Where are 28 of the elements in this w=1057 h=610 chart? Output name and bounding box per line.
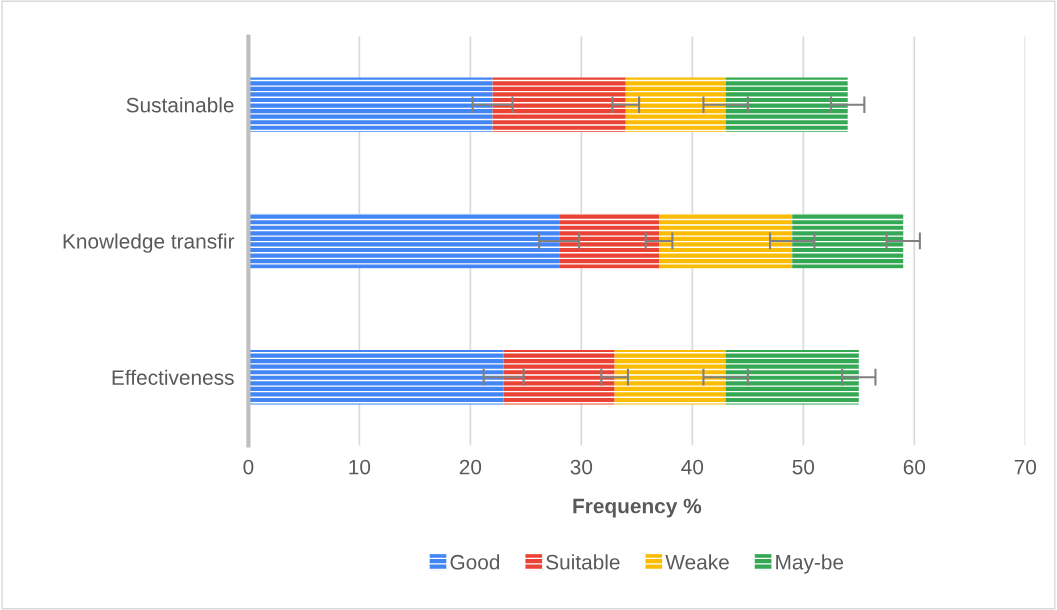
bar (492, 77, 626, 132)
y-tick-label: Sustainable (126, 97, 234, 113)
x-tick-label: 0 (243, 459, 254, 475)
bar (659, 213, 793, 269)
legend-label: Weake (665, 554, 729, 570)
bar (725, 77, 848, 132)
x-tick-label: 70 (1014, 459, 1037, 475)
bar (614, 349, 726, 405)
bar (503, 349, 615, 405)
bar (625, 77, 726, 132)
bar (248, 77, 493, 132)
x-tick-label: 50 (792, 459, 815, 475)
y-tick-label: Effectiveness (112, 369, 234, 385)
x-tick-label: 10 (349, 459, 371, 475)
bar (248, 213, 560, 269)
bar (725, 349, 859, 405)
x-tick-label: 20 (459, 459, 482, 475)
bar (559, 213, 660, 269)
y-tick-label: Knowledge transfir (63, 233, 235, 253)
x-tick-label: 30 (570, 459, 593, 475)
bar (792, 213, 904, 269)
x-tick-label: 40 (681, 459, 704, 475)
x-tick-label: 60 (903, 459, 926, 475)
legend-label: May-be (776, 554, 844, 574)
legend-label: Good (450, 554, 500, 570)
legend-label: Suitable (546, 554, 620, 570)
bar (248, 349, 504, 405)
x-axis-title: Frequency % (573, 498, 702, 518)
